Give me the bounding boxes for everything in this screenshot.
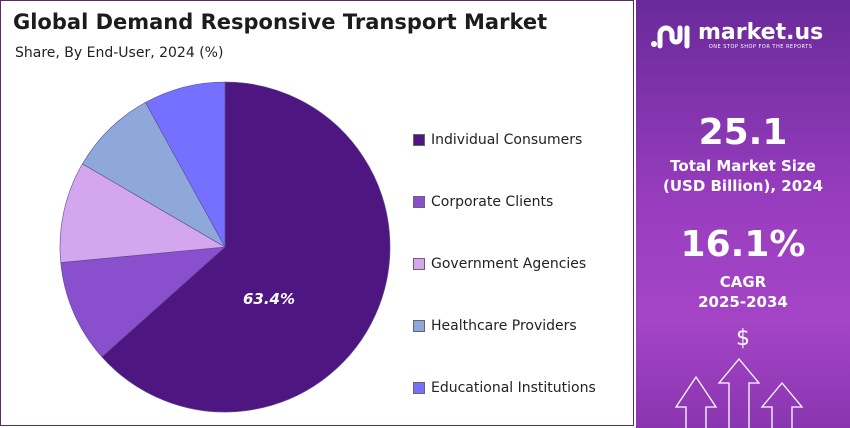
legend-label: Corporate Clients	[431, 194, 554, 210]
legend-item: Corporate Clients	[413, 171, 596, 233]
cagr-label-1: CAGR	[719, 273, 767, 291]
legend-item: Government Agencies	[413, 233, 596, 295]
pie-slice-government-agencies	[59, 163, 226, 263]
legend-label: Individual Consumers	[431, 132, 583, 148]
legend-swatch	[413, 134, 425, 146]
market-size-label-1: Total Market Size	[670, 157, 816, 175]
legend-swatch	[413, 382, 425, 394]
logo-tagline: ONE STOP SHOP FOR THE REPORTS	[708, 44, 813, 50]
data-label: 63.4%	[243, 290, 295, 308]
stats-panel: market.us ONE STOP SHOP FOR THE REPORTS …	[636, 0, 850, 428]
pie-slice-individual-consumers	[101, 81, 391, 413]
dollar-icon: $	[736, 326, 750, 351]
cagr-label-2: 2025-2034	[698, 293, 788, 311]
market-size-label-2: (USD Billion), 2024	[662, 177, 824, 195]
logo-text: market.us	[698, 20, 824, 45]
legend: Individual Consumers Corporate Clients Gov…	[413, 109, 596, 419]
pie-chart: 63.4%	[59, 81, 391, 413]
growth-arrows-icon	[674, 357, 804, 428]
logo-icon	[651, 25, 690, 49]
chart-panel: Global Demand Responsive Transport Marke…	[0, 0, 634, 426]
legend-label: Educational Institutions	[431, 380, 596, 396]
legend-swatch	[413, 320, 425, 332]
pie-slice-corporate-clients	[60, 246, 226, 358]
legend-item: Individual Consumers	[413, 109, 596, 171]
chart-subtitle: Share, By End-User, 2024 (%)	[15, 45, 224, 61]
legend-label: Healthcare Providers	[431, 318, 577, 334]
legend-item: Healthcare Providers	[413, 295, 596, 357]
legend-swatch	[413, 258, 425, 270]
logo: market.us ONE STOP SHOP FOR THE REPORTS	[650, 22, 823, 50]
cagr-value: 16.1%	[680, 224, 806, 265]
pie-slice-healthcare-providers	[82, 102, 226, 248]
legend-item: Educational Institutions	[413, 357, 596, 419]
chart-title: Global Demand Responsive Transport Marke…	[13, 10, 548, 34]
legend-swatch	[413, 196, 425, 208]
legend-label: Government Agencies	[431, 256, 587, 272]
market-size-value: 25.1	[698, 112, 788, 153]
pie-slice-educational-institutions	[145, 81, 226, 248]
